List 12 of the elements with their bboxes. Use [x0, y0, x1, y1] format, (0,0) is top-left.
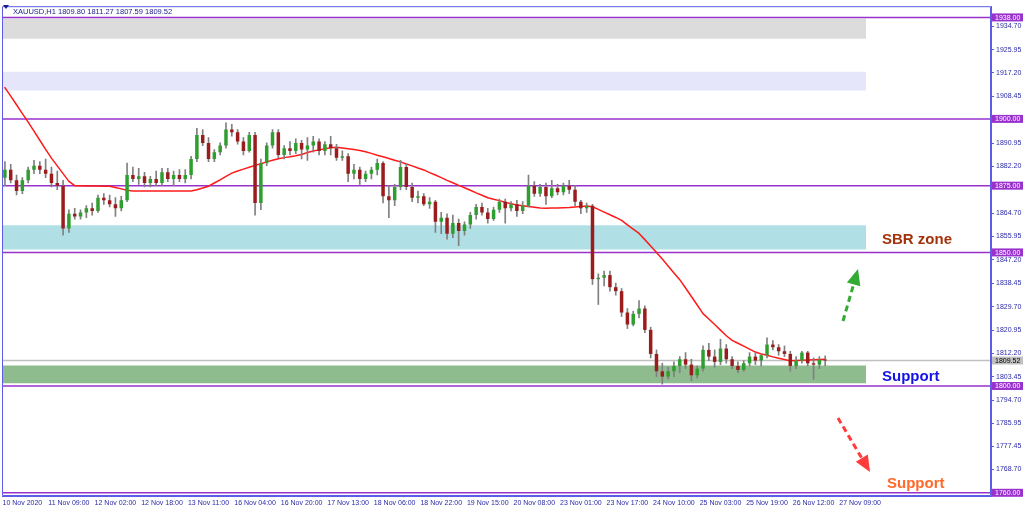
- band-label: SBR zone: [882, 230, 953, 248]
- band-label: Support: [882, 367, 940, 385]
- candlestick: [602, 270, 606, 287]
- candlestick: [311, 135, 315, 153]
- candlestick: [823, 355, 827, 367]
- candlestick: [439, 212, 443, 235]
- candlestick: [288, 141, 292, 156]
- annotation: Support: [887, 474, 945, 492]
- candlestick: [55, 170, 60, 191]
- candlestick: [136, 167, 141, 185]
- candlestick: [416, 190, 420, 204]
- candlestick: [387, 185, 391, 219]
